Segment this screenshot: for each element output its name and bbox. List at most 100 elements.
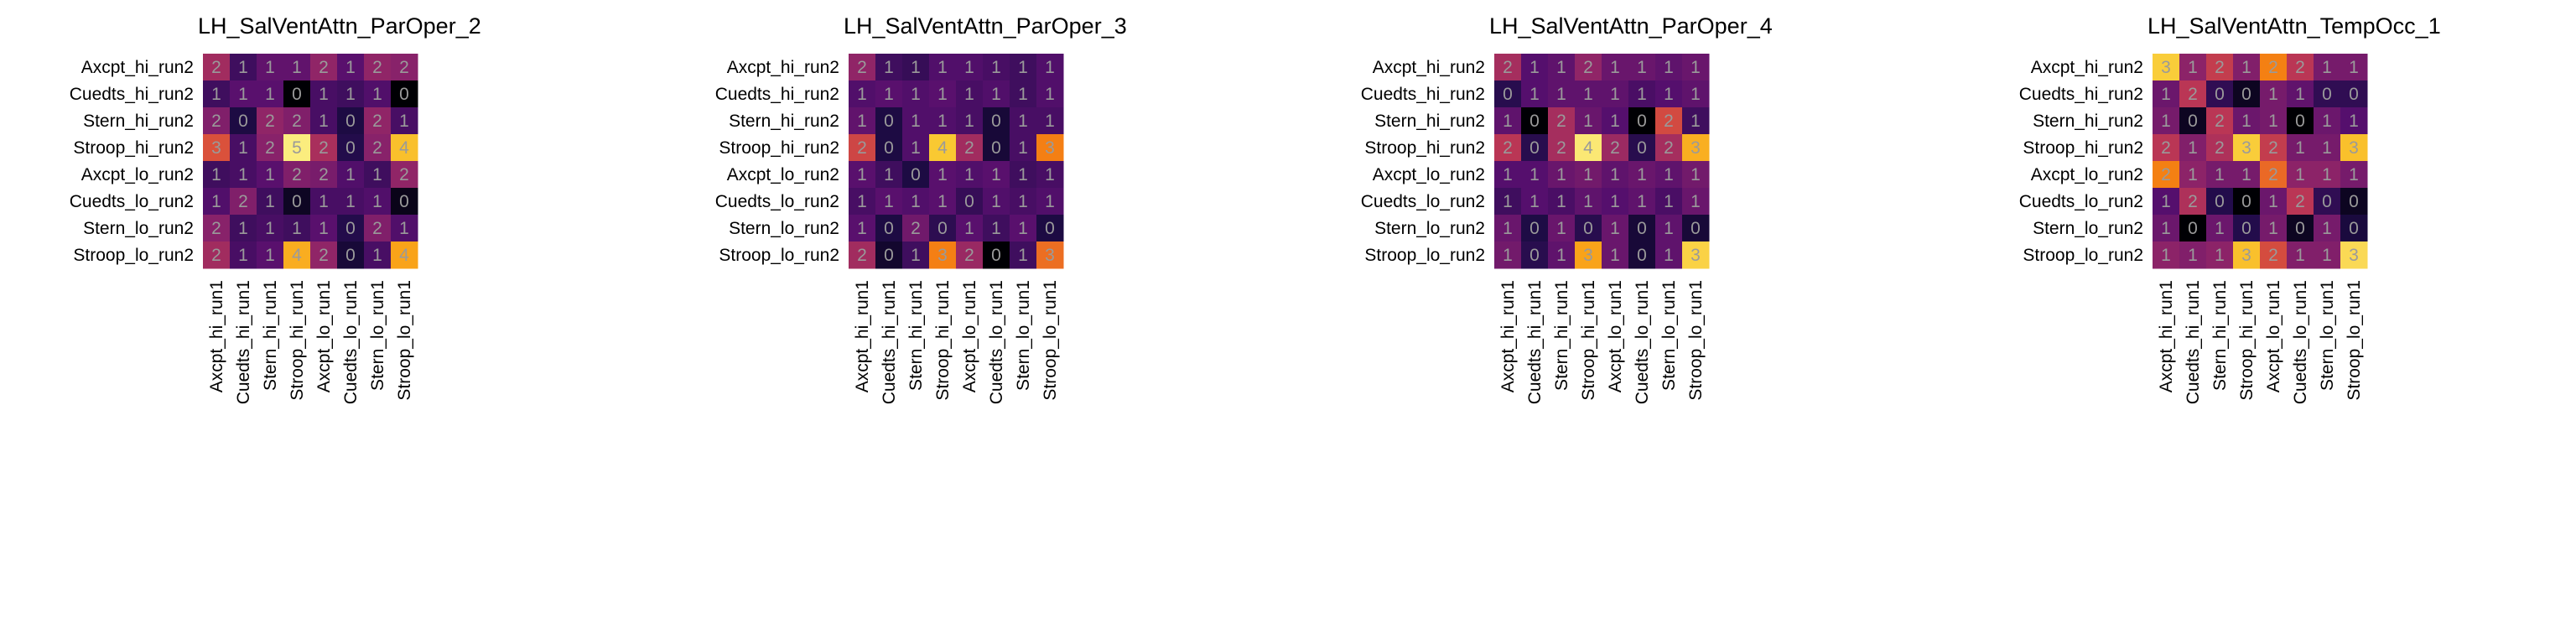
heatmap-cell: 2 (956, 242, 984, 269)
heatmap-cell: 2 (1548, 134, 1576, 162)
x-tick-label: Axcpt_lo_run1 (2264, 280, 2283, 392)
heatmap-cell: 2 (849, 242, 876, 269)
heatmap-cell: 1 (1628, 54, 1656, 81)
heatmap-cell-fill (2153, 80, 2180, 108)
heatmap-cell-fill (230, 54, 257, 81)
heatmap-cell-fill (310, 107, 338, 135)
heatmap-cell-fill (929, 215, 957, 242)
heatmap-cell: 1 (1521, 80, 1549, 108)
cell-value: 1 (1045, 85, 1055, 104)
heatmap-cell: 1 (337, 161, 365, 189)
cell-value: 1 (2215, 165, 2225, 184)
y-tick-label: Stern_lo_run2 (1374, 219, 1485, 238)
y-tick-label: Axcpt_lo_run2 (1373, 165, 1485, 184)
heatmap-cell: 0 (2314, 80, 2341, 108)
heatmap-cell: 1 (2206, 215, 2234, 242)
heatmap-cell: 1 (983, 54, 1010, 81)
heatmap-cell: 2 (391, 161, 418, 189)
cell-value: 2 (1556, 112, 1566, 131)
heatmap-cell-fill (2233, 242, 2261, 269)
x-tick-labels: Axcpt_hi_run1 Cuedts_hi_run1 Stern_hi_run1… (853, 280, 1060, 404)
heatmap-cell-fill (257, 188, 284, 216)
heatmap-cell: 1 (1655, 54, 1683, 81)
heatmap-cell: 3 (1575, 242, 1602, 269)
cell-value: 0 (1503, 85, 1513, 104)
cell-value: 1 (1045, 165, 1055, 184)
x-tick-label: Stern_hi_run1 (906, 280, 926, 391)
cell-value: 2 (1610, 138, 1620, 158)
heatmap-cell-fill (929, 80, 957, 108)
heatmap-cell: 0 (1521, 242, 1549, 269)
cell-value: 2 (292, 112, 302, 131)
y-tick-label: Stroop_lo_run2 (2023, 246, 2143, 265)
heatmap-cell: 0 (983, 134, 1010, 162)
cell-value: 1 (1664, 219, 1674, 238)
cell-value: 1 (911, 85, 921, 104)
heatmap-cell: 2 (2260, 161, 2288, 189)
y-tick-label: Axcpt_lo_run2 (81, 165, 194, 184)
heatmap-cell: 1 (849, 107, 876, 135)
heatmap-cell: 1 (1010, 215, 1037, 242)
cell-value: 1 (1503, 165, 1513, 184)
heatmap-cell: 2 (364, 107, 392, 135)
y-tick-label: Stroop_hi_run2 (1364, 138, 1485, 158)
heatmap-cell-fill (203, 107, 231, 135)
heatmap-cell-fill (902, 80, 930, 108)
heatmap-cell: 1 (983, 161, 1010, 189)
heatmap-cell: 1 (1036, 188, 1064, 216)
cell-value: 1 (857, 219, 867, 238)
heatmap-cell: 1 (203, 161, 231, 189)
heatmap-cell: 1 (2153, 107, 2180, 135)
cell-value: 0 (1690, 219, 1701, 238)
cell-value: 1 (399, 219, 409, 238)
heatmap-cell: 0 (230, 107, 257, 135)
heatmap-cell: 1 (203, 80, 231, 108)
cell-value: 2 (211, 246, 221, 265)
x-tick-label: Stroop_hi_run1 (1579, 280, 1598, 401)
heatmap-cell-fill (2153, 54, 2180, 81)
heatmap-cell-fill (391, 134, 418, 162)
cell-value: 1 (1556, 246, 1566, 265)
heatmap-cell-fill (2287, 188, 2314, 216)
heatmap-cell: 1 (902, 188, 930, 216)
cell-value: 0 (2349, 192, 2359, 211)
cell-value: 1 (2268, 219, 2278, 238)
heatmap-cell-fill (2233, 80, 2261, 108)
cell-value: 1 (1556, 85, 1566, 104)
heatmap-cell: 1 (956, 215, 984, 242)
cell-value: 1 (2322, 219, 2332, 238)
heatmap-cell: 1 (1521, 54, 1549, 81)
x-tick-label: Stroop_lo_run1 (395, 280, 414, 401)
heatmap-cell-fill (1010, 242, 1037, 269)
heatmap-cell: 1 (2287, 134, 2314, 162)
heatmap-cell: 0 (337, 242, 365, 269)
heatmap-cell-fill (337, 134, 365, 162)
heatmap-cell: 1 (391, 107, 418, 135)
heatmap-cell-fill (257, 215, 284, 242)
heatmap-cell-fill (1521, 80, 1549, 108)
heatmap-cell-fill (1602, 80, 1629, 108)
heatmap-cell-fill (230, 242, 257, 269)
heatmap-cell-fill (875, 242, 903, 269)
heatmap-cell: 1 (929, 188, 957, 216)
cell-value: 1 (1018, 85, 1028, 104)
cell-value: 1 (211, 192, 221, 211)
heatmap-cell: 1 (2179, 54, 2207, 81)
heatmap-cell-fill (1494, 134, 1522, 162)
cell-value: 1 (964, 112, 974, 131)
y-tick-label: Stroop_hi_run2 (73, 138, 194, 158)
heatmap-cell: 1 (337, 188, 365, 216)
heatmap-cell: 0 (1628, 215, 1656, 242)
cell-value: 1 (991, 219, 1001, 238)
heatmap-cell-fill (1628, 161, 1656, 189)
heatmap-cells: 2 1 1 1 1 1 1 11 1 1 1 1 1 1 11 0 1 1 1 0 1 12 0 1 4 2 0 1 31 1 0 1 1 1 1 1… (849, 54, 1064, 269)
heatmap-cell-fill (1521, 161, 1549, 189)
cell-value: 1 (937, 165, 948, 184)
x-tick-label: Cuedts_lo_run1 (987, 280, 1006, 404)
heatmap-cell-fill (364, 161, 392, 189)
cell-value: 1 (265, 165, 275, 184)
cell-value: 1 (2349, 165, 2359, 184)
heatmap-cell: 1 (956, 161, 984, 189)
heatmap-cell-fill (956, 107, 984, 135)
heatmap-cell: 1 (1521, 161, 1549, 189)
